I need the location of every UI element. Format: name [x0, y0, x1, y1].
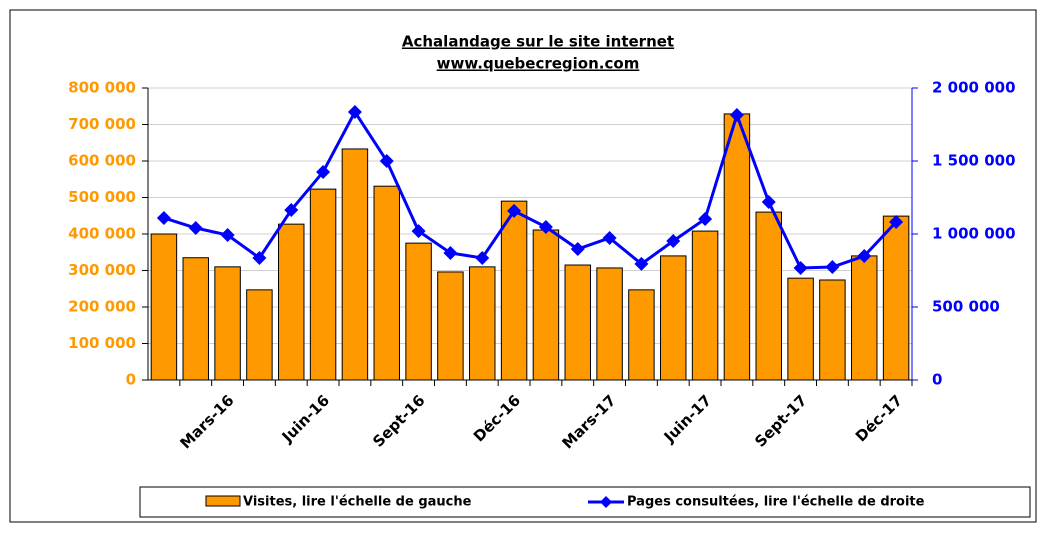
- line-marker: [729, 108, 744, 123]
- bar: [691, 230, 719, 381]
- bar: [150, 233, 178, 381]
- y-tick-label: 600 000: [68, 152, 136, 170]
- bar: [278, 223, 305, 381]
- line: [163, 108, 898, 270]
- chart-title: Achalandage sur le site internet: [402, 33, 674, 51]
- line-marker: [825, 259, 840, 274]
- bar: [819, 279, 846, 381]
- line-marker: [220, 228, 235, 243]
- line-marker: [889, 215, 904, 230]
- line-marker: [443, 245, 458, 260]
- line-marker: [602, 230, 617, 245]
- bar: [405, 242, 432, 381]
- line-marker: [761, 195, 776, 210]
- line-marker: [570, 242, 585, 257]
- line-marker: [252, 250, 267, 265]
- bar: [532, 229, 560, 381]
- line-marker: [156, 210, 171, 225]
- line-marker: [698, 211, 713, 226]
- bar: [246, 289, 273, 381]
- bar: [341, 148, 369, 381]
- line-marker: [793, 261, 808, 276]
- line-marker: [538, 219, 553, 234]
- line-marker: [666, 234, 681, 249]
- line-marker: [347, 104, 362, 119]
- line-marker: [284, 203, 299, 218]
- bar: [309, 188, 337, 381]
- line-marker: [379, 154, 394, 168]
- bar: [723, 113, 751, 381]
- line-marker: [857, 249, 872, 264]
- bar: [755, 211, 782, 381]
- bar: [564, 264, 591, 381]
- legend-box: [139, 486, 1031, 518]
- bar: [182, 257, 209, 381]
- legend-swatch: [600, 496, 612, 508]
- legend-label: Visites, lire l'échelle de gauche: [243, 495, 472, 510]
- bar: [500, 200, 528, 381]
- line-marker: [507, 203, 522, 218]
- line-marker: [475, 250, 490, 265]
- y2-tick-label: 1 500 000: [932, 152, 1016, 170]
- line-marker: [316, 164, 331, 179]
- line-marker: [411, 224, 426, 239]
- y2-tick-label: 500 000: [932, 298, 1000, 316]
- bar: [660, 255, 687, 381]
- y-tick-label: 800 000: [68, 79, 136, 97]
- line-marker: [188, 221, 203, 236]
- legend-swatch: [205, 495, 241, 507]
- line-marker: [634, 256, 649, 271]
- y-tick-label: 400 000: [68, 225, 136, 243]
- bar: [596, 267, 623, 381]
- bar: [851, 255, 878, 381]
- y2-tick-label: 1 000 000: [932, 225, 1016, 243]
- bar: [882, 215, 910, 381]
- y-tick-label: 700 000: [68, 115, 136, 133]
- bar: [214, 266, 241, 381]
- y-tick-label: 200 000: [68, 298, 136, 316]
- y-tick-label: 100 000: [68, 334, 136, 352]
- bar: [628, 289, 655, 381]
- bar: [787, 277, 814, 381]
- bar: [469, 266, 496, 381]
- y-tick-label: 0: [126, 371, 136, 389]
- bar: [437, 271, 464, 381]
- y2-tick-label: 0: [932, 371, 942, 389]
- chart-subtitle: www.quebecregion.com: [437, 55, 640, 73]
- legend-label: Pages consultées, lire l'échelle de droi…: [627, 495, 925, 510]
- y2-tick-label: 2 000 000: [932, 79, 1016, 97]
- y-tick-label: 500 000: [68, 188, 136, 206]
- bar: [373, 185, 400, 381]
- y-tick-label: 300 000: [68, 261, 136, 279]
